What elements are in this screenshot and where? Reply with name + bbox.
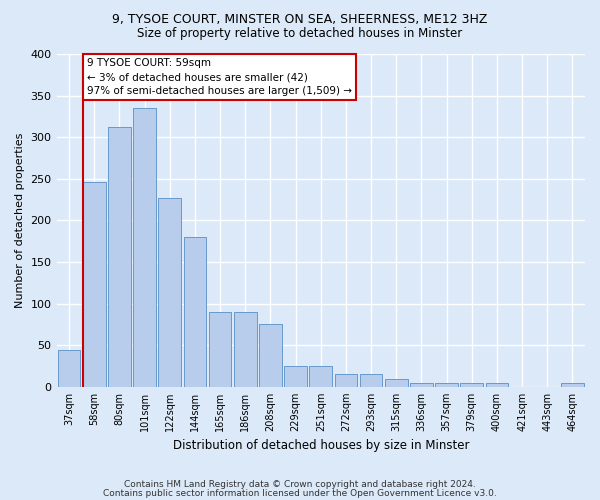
Bar (284, 366, 307, 387)
Y-axis label: Number of detached properties: Number of detached properties (15, 132, 25, 308)
Bar (410, 382, 433, 387)
Bar (435, 382, 458, 387)
Text: 9, TYSOE COURT, MINSTER ON SEA, SHEERNESS, ME12 3HZ: 9, TYSOE COURT, MINSTER ON SEA, SHEERNES… (112, 12, 488, 26)
Bar (209, 312, 232, 387)
Text: Contains public sector information licensed under the Open Government Licence v3: Contains public sector information licen… (103, 488, 497, 498)
Bar (561, 384, 584, 387)
Bar (184, 237, 206, 387)
X-axis label: Distribution of detached houses by size in Minster: Distribution of detached houses by size … (173, 440, 469, 452)
Bar (460, 382, 483, 387)
Text: Contains HM Land Registry data © Crown copyright and database right 2024.: Contains HM Land Registry data © Crown c… (124, 480, 476, 489)
Bar (310, 366, 332, 387)
Bar (485, 384, 508, 387)
Bar (360, 374, 382, 387)
Bar (58, 350, 80, 387)
Bar (158, 198, 181, 387)
Text: Size of property relative to detached houses in Minster: Size of property relative to detached ho… (137, 28, 463, 40)
Bar (335, 374, 357, 387)
Bar (108, 127, 131, 387)
Bar (133, 108, 156, 387)
Bar (385, 380, 407, 387)
Bar (259, 324, 282, 387)
Text: 9 TYSOE COURT: 59sqm
← 3% of detached houses are smaller (42)
97% of semi-detach: 9 TYSOE COURT: 59sqm ← 3% of detached ho… (87, 58, 352, 96)
Bar (234, 312, 257, 387)
Bar (83, 182, 106, 387)
